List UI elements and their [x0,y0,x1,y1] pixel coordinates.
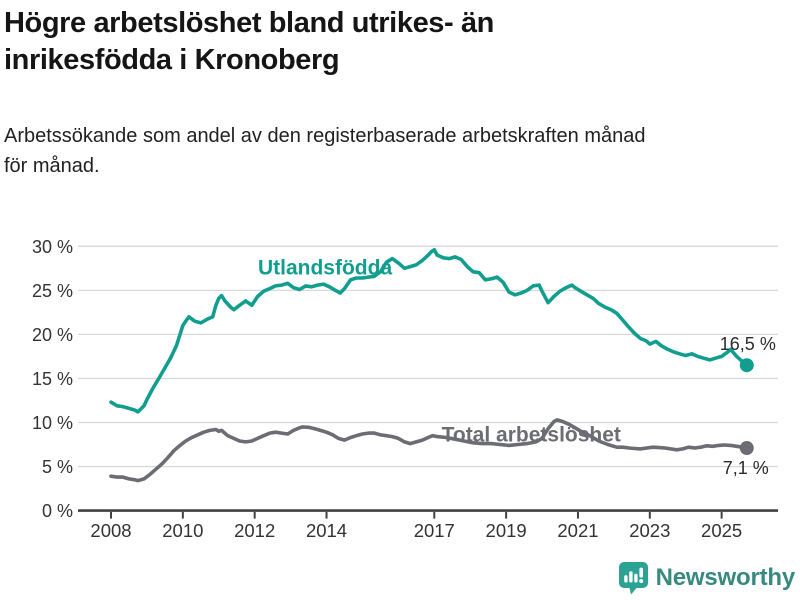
y-axis-tick-label: 25 % [32,281,73,301]
end-value-label: 7,1 % [723,458,769,478]
newsworthy-logo: Newsworthy [618,561,795,595]
newsworthy-bubble-chart-icon [618,562,648,595]
series-label-total: Total arbetslöshet [442,423,621,446]
y-axis-tick-label: 5 % [42,457,73,477]
y-axis-tick-label: 10 % [32,413,73,433]
x-axis-tick-label: 2008 [90,520,131,541]
x-axis-tick-label: 2019 [486,520,527,541]
x-axis-tick-label: 2023 [629,520,670,541]
series-line-total [109,418,749,483]
series-end-dot [739,358,754,373]
newsworthy-wordmark: Newsworthy [655,564,796,591]
x-axis-tick-label: 2010 [162,520,203,541]
y-axis-tick-label: 30 % [32,237,73,257]
y-axis-tick-label: 20 % [32,325,73,345]
series-line-utlandsfodda [109,248,749,414]
y-axis-tick-label: 15 % [32,369,73,389]
y-axis-tick-label: 0 % [42,501,73,521]
series-label-utlandsfodda: Utlandsfödda [258,256,392,279]
x-axis-tick-label: 2017 [414,520,455,541]
chart-subtitle: Arbetssökande som andel av den registerb… [4,125,646,177]
end-value-label: 16,5 % [720,334,776,354]
x-axis-tick-label: 2021 [557,520,598,541]
series-end-dot [739,441,754,456]
page-title: Högre arbetslöshet bland utrikes- än inr… [4,7,494,76]
x-axis-tick-label: 2025 [701,520,742,541]
x-axis-tick-label: 2014 [306,520,347,541]
x-axis-tick-label: 2012 [234,520,275,541]
